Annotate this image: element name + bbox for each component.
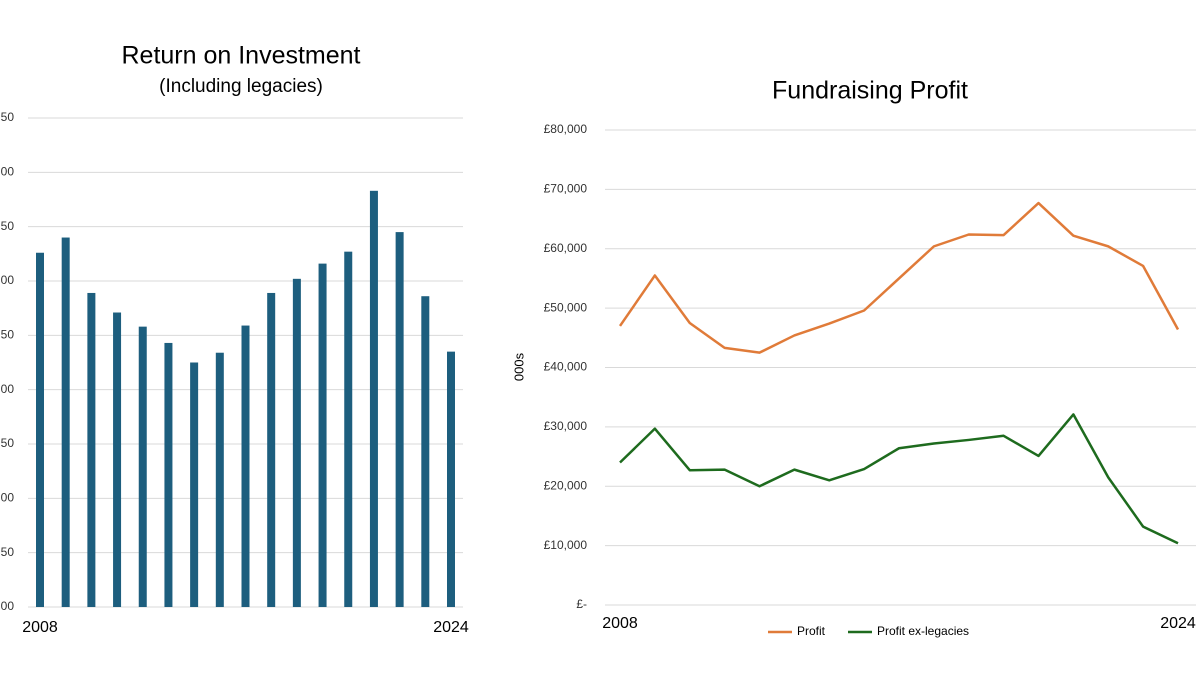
bar (241, 325, 250, 607)
legend-label: Profit ex-legacies (877, 624, 969, 638)
y-tick-label: 3.50 (0, 219, 14, 233)
y-tick-label: 1.50 (0, 436, 14, 450)
x-tick-label: 2008 (22, 619, 58, 636)
chart-subtitle: (Including legacies) (159, 76, 323, 97)
y-tick-label: £- (576, 597, 587, 611)
y-tick-label: £80,000 (544, 122, 588, 136)
y-tick-label: 2.00 (0, 382, 14, 396)
y-tick-label: £20,000 (544, 478, 588, 492)
y-tick-label: 4.00 (0, 165, 14, 179)
chart-title: Return on Investment (121, 42, 360, 70)
y-tick-label: £50,000 (544, 300, 588, 314)
line-series (619, 413, 1179, 545)
chart-title: Fundraising Profit (772, 77, 968, 105)
bar (113, 312, 122, 607)
bar (190, 362, 199, 607)
y-tick-label: £40,000 (544, 360, 588, 374)
bar (395, 232, 404, 607)
bar (267, 292, 276, 607)
bar (369, 190, 378, 607)
bar (164, 342, 173, 607)
x-tick-label: 2024 (433, 619, 469, 636)
y-axis-label: 000s (511, 352, 526, 381)
y-tick-label: 0.00 (0, 599, 14, 613)
y-tick-label: £10,000 (544, 538, 588, 552)
x-tick-label: 2008 (602, 615, 638, 632)
y-tick-label: £70,000 (544, 182, 588, 196)
bar (344, 251, 353, 607)
y-tick-label: 1.00 (0, 491, 14, 505)
bar (215, 352, 224, 607)
bar (138, 326, 147, 607)
y-tick-label: 0.50 (0, 545, 14, 559)
y-tick-label: £30,000 (544, 419, 588, 433)
bar (36, 252, 44, 607)
bar (292, 278, 301, 607)
y-tick-label: £60,000 (544, 241, 588, 255)
y-tick-label: 4.50 (0, 110, 14, 124)
bar (421, 296, 430, 607)
line-series (618, 201, 1180, 354)
bar (447, 351, 455, 607)
y-tick-label: 3.00 (0, 273, 14, 287)
bar (61, 237, 70, 608)
y-tick-label: 2.50 (0, 328, 14, 342)
bar (87, 292, 96, 607)
legend-label: Profit (797, 624, 826, 638)
x-tick-label: 2024 (1160, 615, 1196, 632)
bar (318, 263, 327, 607)
